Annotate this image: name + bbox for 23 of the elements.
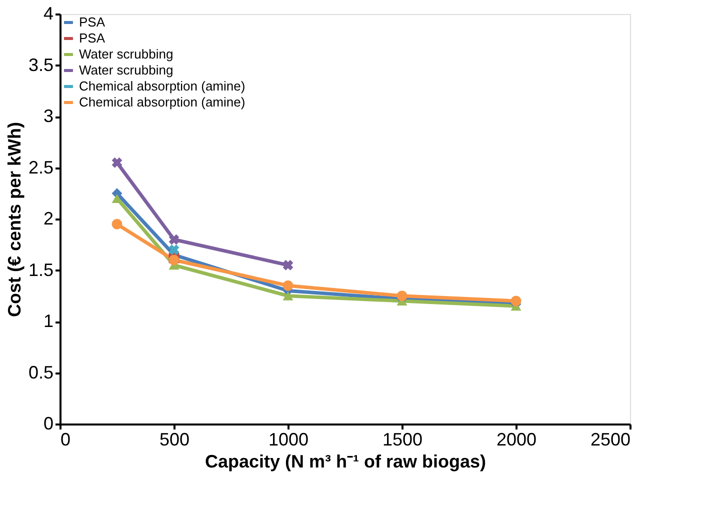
y-tick-label: 2.5 (28, 157, 54, 178)
x-axis-title: Capacity (N m³ h⁻¹ of raw biogas) (204, 452, 486, 472)
legend-label: Chemical absorption (amine) (79, 78, 246, 94)
y-tick-label: 3 (43, 106, 54, 126)
y-tick-label: 4 (43, 4, 54, 24)
legend-label: PSA (79, 30, 106, 46)
y-axis-title: Cost (€ cents per kWh) (4, 122, 24, 318)
x-tick-label: 1000 (268, 430, 309, 450)
legend-label: Water scrubbing (79, 62, 174, 78)
x-tick-label: 0 (60, 430, 71, 450)
x-tick-label: 2500 (590, 430, 630, 450)
x-tick-label: 500 (159, 430, 190, 450)
y-tick-label: 2 (43, 208, 54, 228)
y-tick-label: 3.5 (28, 54, 54, 75)
legend-label: PSA (79, 14, 106, 30)
y-tick-label: 0.5 (28, 362, 54, 382)
legend-label: Water scrubbing (79, 46, 174, 62)
legend-label: Chemical absorption (amine) (79, 94, 246, 110)
y-tick-label: 1 (43, 311, 54, 331)
x-tick-label: 1500 (382, 430, 423, 450)
y-tick-label: 0 (43, 414, 54, 434)
x-tick-label: 2000 (496, 430, 537, 450)
y-tick-label: 1.5 (28, 260, 54, 280)
